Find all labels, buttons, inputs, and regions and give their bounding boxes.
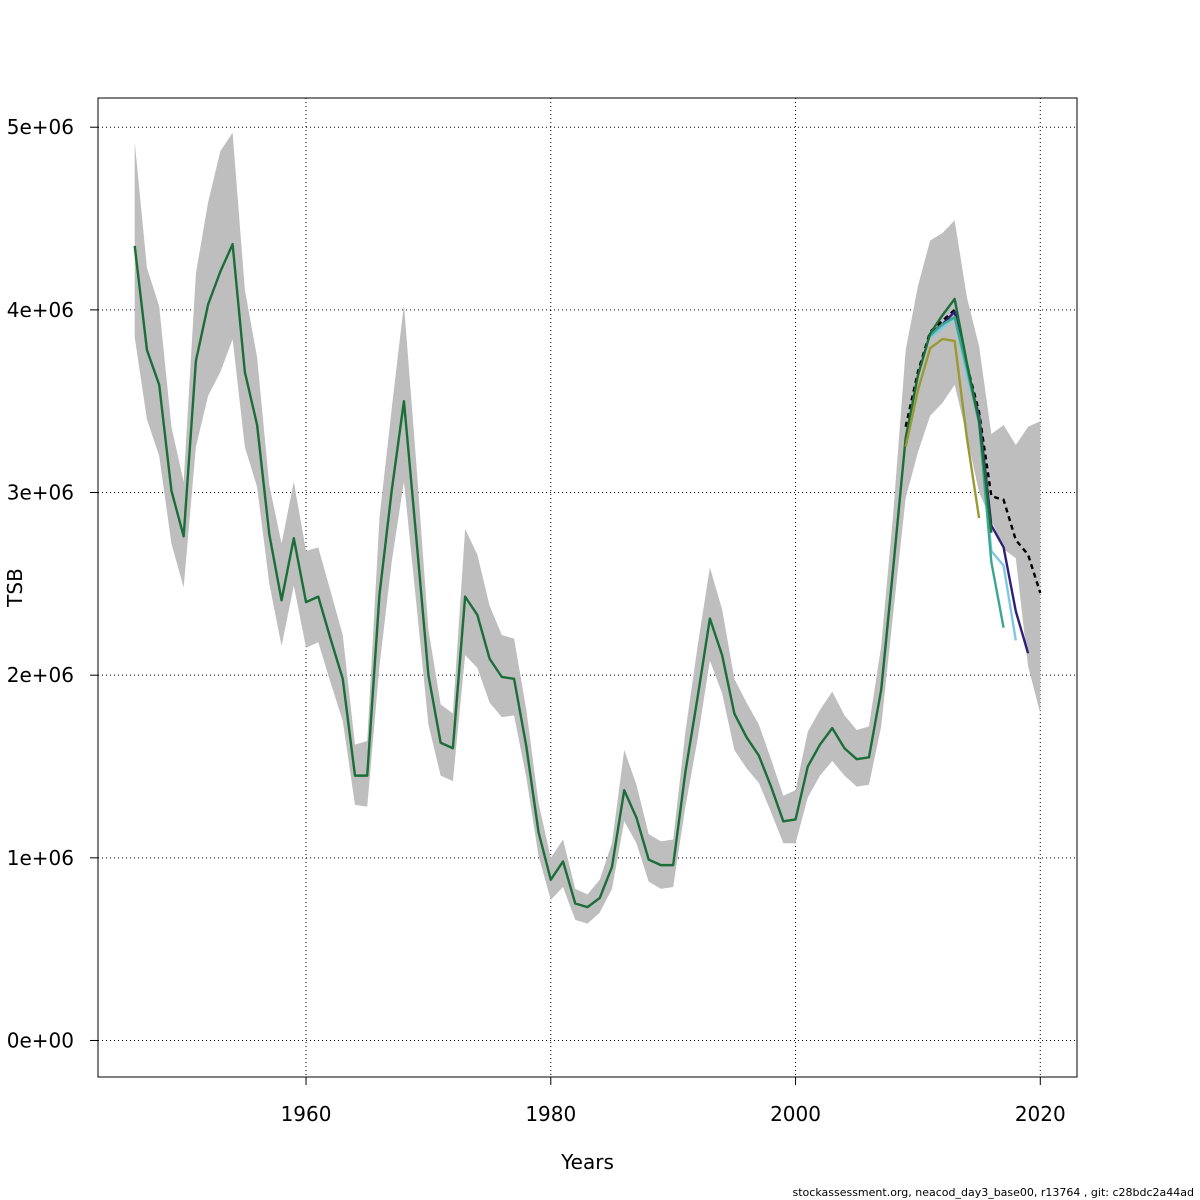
- confidence-band-layer: [134, 132, 1041, 924]
- y-tick-label: 1e+06: [7, 846, 74, 870]
- x-axis: 1960 1980 2000 2020: [281, 1076, 1066, 1126]
- series-layer: [133, 242, 1042, 909]
- x-tick-label: 2020: [1015, 1102, 1066, 1126]
- y-tick-label: 0e+00: [7, 1028, 74, 1052]
- series-line-6: [904, 337, 981, 519]
- y-axis: 0e+00 1e+06 2e+06 3e+06 4e+06 5e+06: [7, 115, 99, 1052]
- y-tick-label: 4e+06: [7, 298, 74, 322]
- x-axis-title: Years: [560, 1150, 614, 1174]
- x-tick-label: 1980: [525, 1102, 576, 1126]
- y-axis-title: TSB: [3, 568, 27, 608]
- x-tick-label: 1960: [281, 1102, 332, 1126]
- series-line-5: [133, 242, 993, 909]
- y-tick-label: 3e+06: [7, 481, 74, 505]
- x-tick-label: 2000: [770, 1102, 821, 1126]
- y-tick-label: 5e+06: [7, 115, 74, 139]
- confidence-band: [134, 132, 1041, 924]
- footer-note: stockassessment.org, neacod_day3_base00,…: [793, 1186, 1195, 1199]
- y-tick-label: 2e+06: [7, 663, 74, 687]
